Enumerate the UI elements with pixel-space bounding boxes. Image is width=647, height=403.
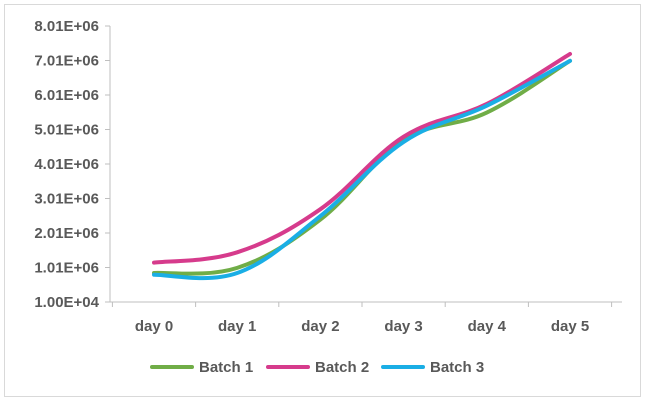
series-layer (152, 51, 572, 281)
y-tick-label: 5.01E+06 (34, 122, 99, 139)
legend: Batch 1 Batch 2 Batch 3 (150, 359, 484, 376)
legend-item-batch-1: Batch 1 (150, 359, 253, 376)
series-line-batch-2 (152, 51, 572, 265)
legend-label: Batch 2 (315, 359, 369, 376)
y-tick-label: 6.01E+06 (34, 87, 99, 104)
x-tick-label: day 5 (551, 318, 589, 335)
y-tick-label: 3.01E+06 (34, 191, 99, 208)
legend-label: Batch 1 (199, 359, 253, 376)
x-axis-ticks: day 0 day 1 day 2 day 3 day 4 day 5 (111, 302, 613, 335)
x-tick-label: day 0 (135, 318, 173, 335)
legend-label: Batch 3 (430, 359, 484, 376)
x-tick-label: day 3 (384, 318, 422, 335)
y-axis-ticks: 1.00E+04 1.01E+06 2.01E+06 3.01E+06 4.01E+06… (34, 18, 110, 311)
y-tick-label: 2.01E+06 (34, 225, 99, 242)
y-tick-label: 7.01E+06 (34, 53, 99, 70)
legend-item-batch-3: Batch 3 (381, 359, 484, 376)
series-line-batch-3 (152, 58, 572, 281)
y-tick-label: 1.00E+04 (34, 294, 99, 311)
x-tick-label: day 1 (218, 318, 256, 335)
x-tick-label: day 4 (468, 318, 507, 335)
y-tick-label: 4.01E+06 (34, 156, 99, 173)
y-tick-label: 8.01E+06 (34, 18, 99, 35)
legend-item-batch-2: Batch 2 (266, 359, 369, 376)
x-tick-label: day 2 (301, 318, 339, 335)
y-tick-label: 1.01E+06 (34, 260, 99, 277)
